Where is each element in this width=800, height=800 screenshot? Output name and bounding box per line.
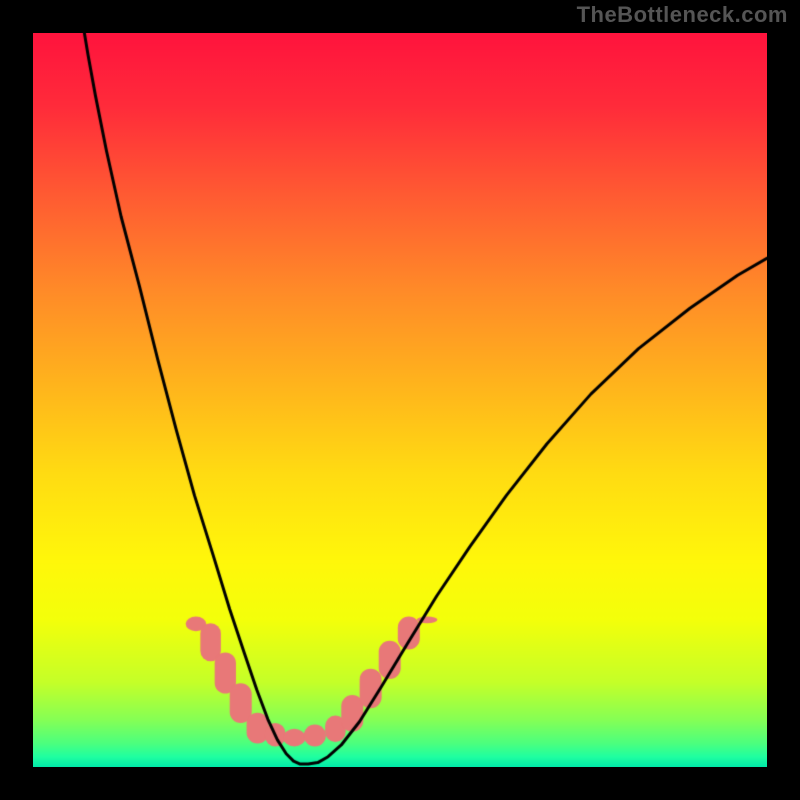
bottleneck-curve-canvas — [33, 33, 767, 767]
figure-root: TheBottleneck.com — [0, 0, 800, 800]
plot-area — [33, 33, 767, 767]
watermark-text: TheBottleneck.com — [577, 2, 788, 28]
